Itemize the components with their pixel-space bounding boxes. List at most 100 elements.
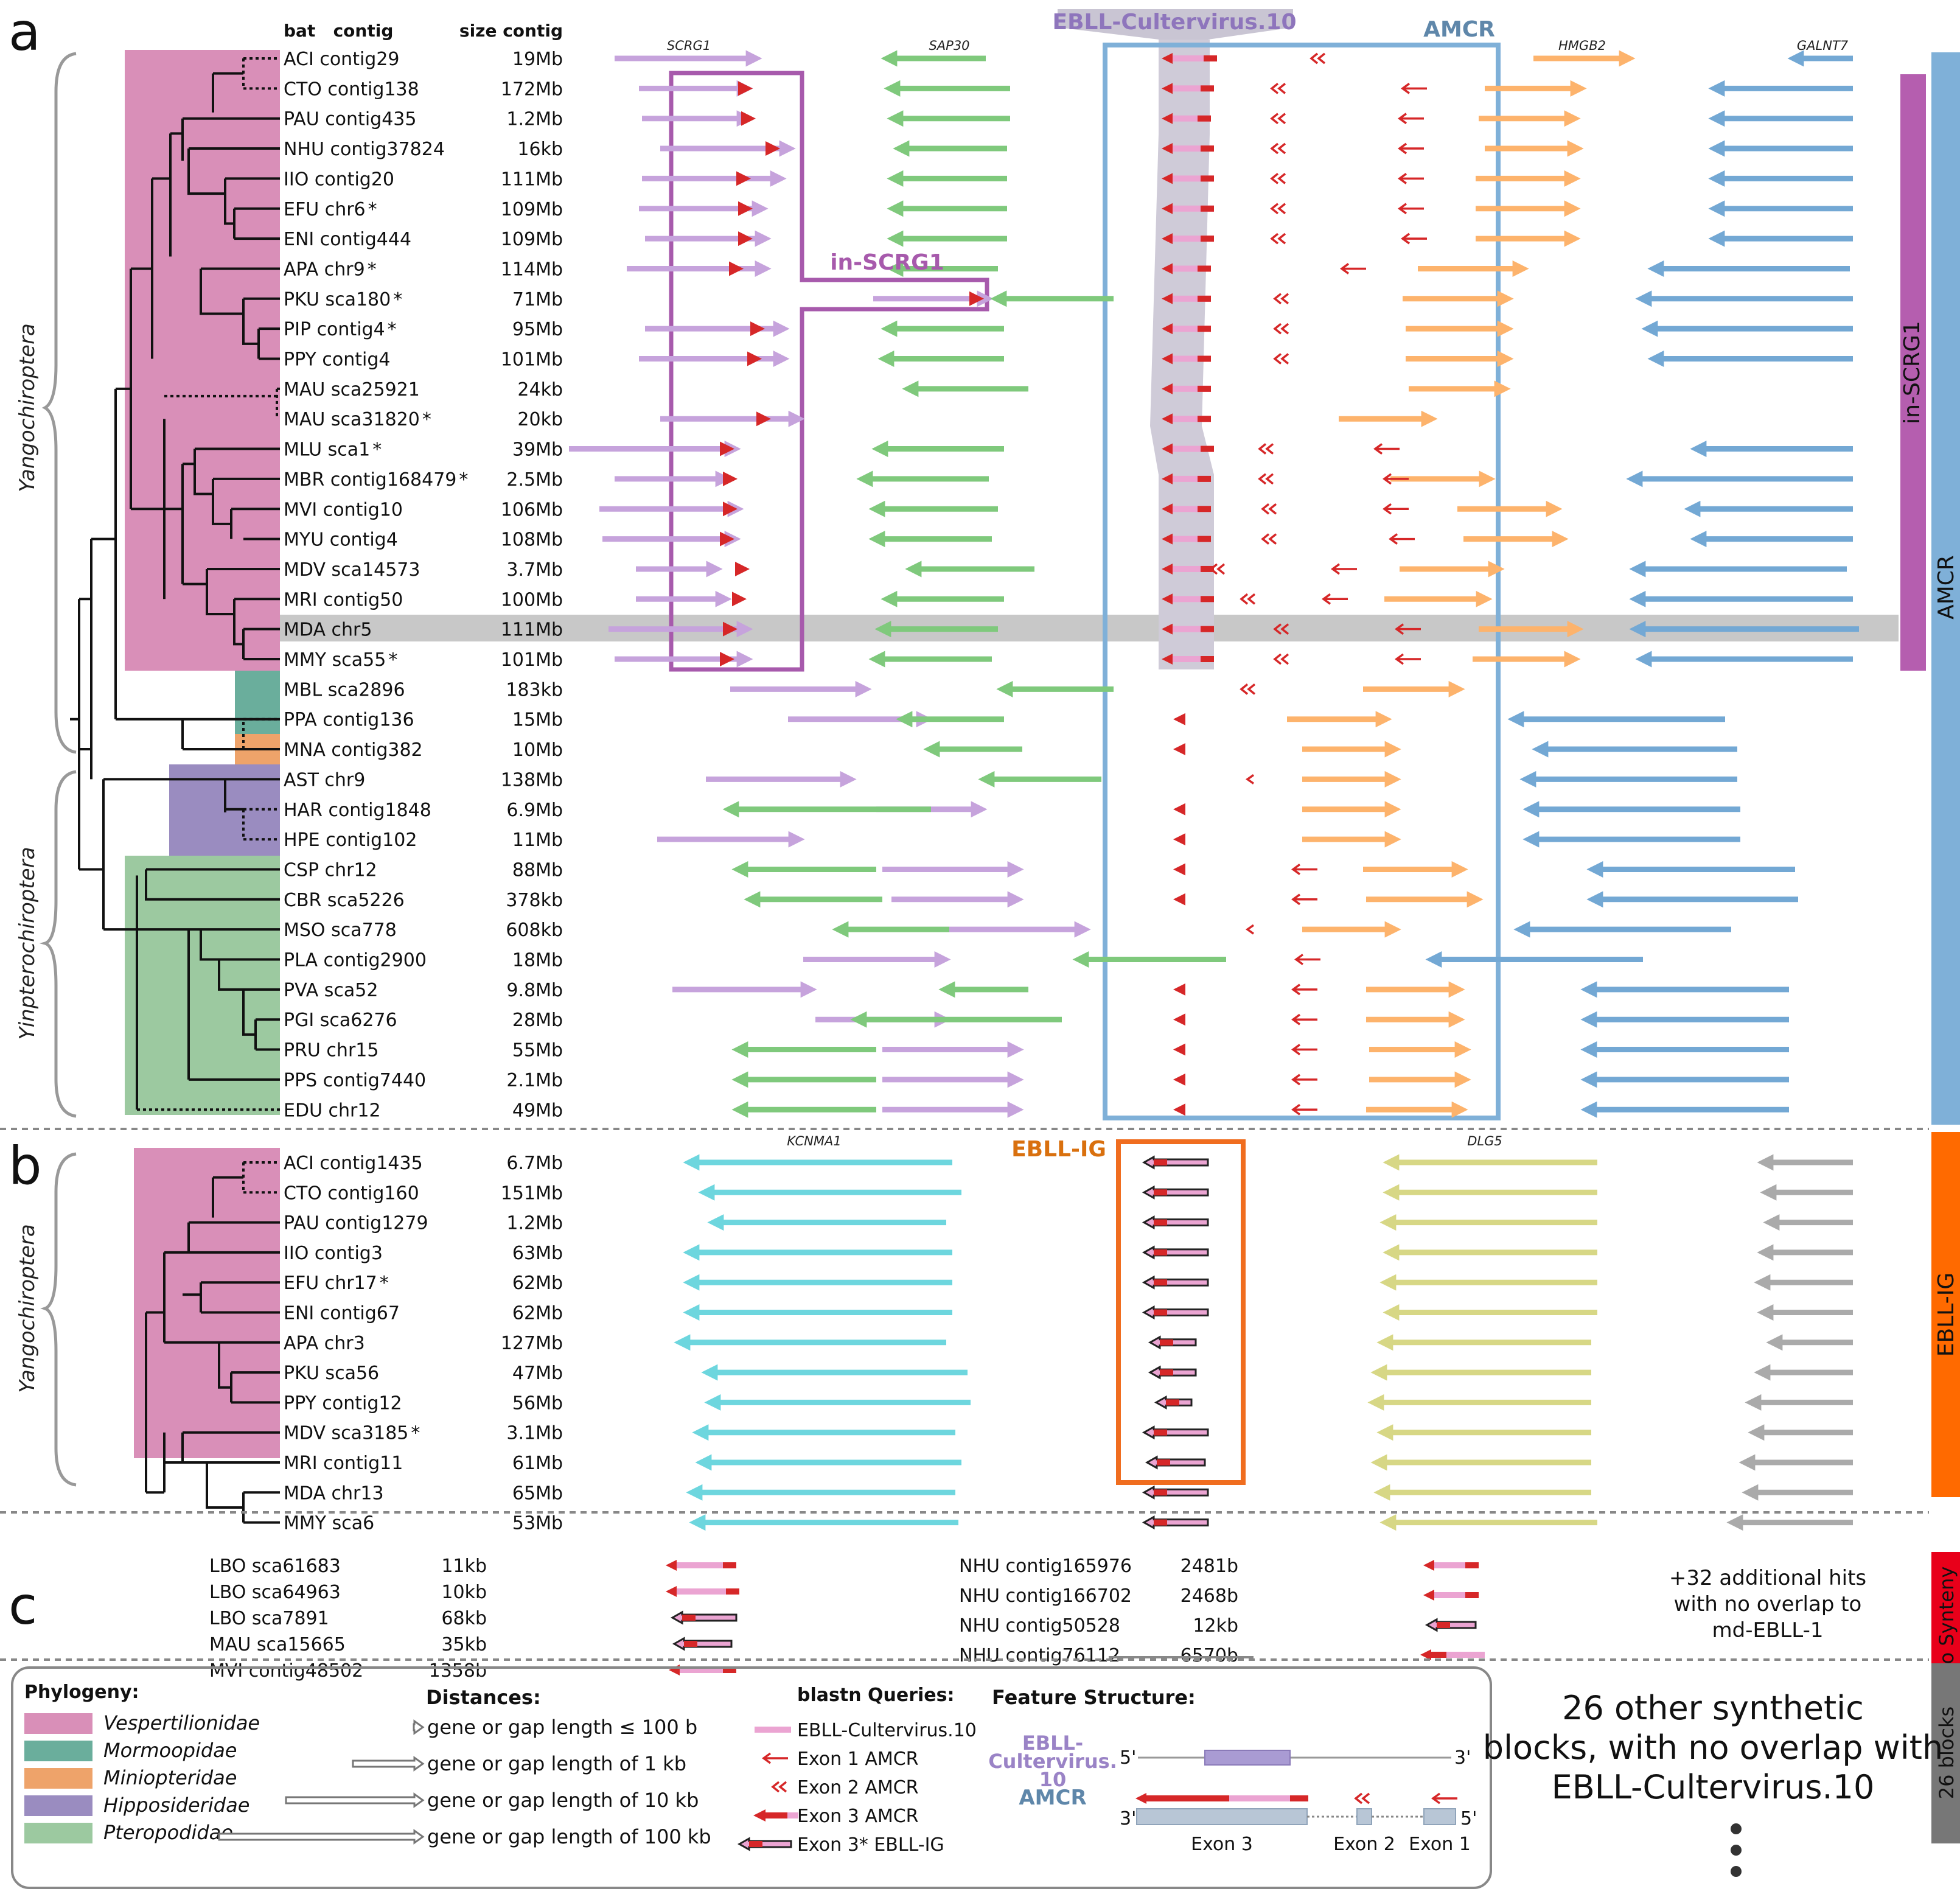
legend-family-swatch — [24, 1713, 92, 1734]
exon3-mark — [1173, 1013, 1185, 1026]
c-ebll-mark — [666, 1586, 677, 1597]
gene-label-kcnma1: KCNMA1 — [787, 1134, 841, 1148]
legend-distance-arrow — [218, 1829, 425, 1845]
clade-label-yango-a: Yangochiroptera — [15, 323, 40, 492]
in-scrg1-mark — [720, 652, 734, 666]
vesp-block-b — [134, 1148, 280, 1458]
exon2-mark — [1240, 593, 1249, 605]
legend-family-label: Pteropodidae — [103, 1821, 233, 1844]
panel-label-b: b — [9, 1136, 42, 1197]
ebll-ig-arrow — [1142, 1425, 1209, 1440]
exon2-mark — [1240, 683, 1249, 695]
ellipsis-dot-3 — [1731, 1866, 1742, 1877]
tree-branch — [242, 989, 256, 1036]
exon2-mark — [1216, 563, 1226, 575]
row-a-star: * — [372, 439, 382, 461]
ebll-exon3-mark — [1198, 355, 1211, 362]
c-ebll-mark — [1465, 1562, 1479, 1568]
ebll-ig-arrow — [1154, 1519, 1167, 1526]
exon2-mark — [1270, 142, 1279, 155]
gene-label-scrg1: SCRG1 — [667, 38, 711, 53]
ebll-exon3-mark — [1171, 536, 1211, 542]
exon2-mark — [1261, 503, 1270, 515]
row-a-name: PGI sca6276 — [284, 1010, 397, 1031]
ebll-exon3-mark — [1171, 265, 1211, 272]
legend-distance-arrow — [413, 1719, 425, 1735]
row-a-name: IIO contig20 — [284, 169, 394, 190]
legend-exon-label: Exon 3 — [1191, 1834, 1253, 1855]
row-b-size: 56Mb — [512, 1392, 563, 1414]
row-a-size: 28Mb — [512, 1010, 563, 1031]
row-a-size: 39Mb — [512, 439, 563, 461]
row-a-name: MYU contig4 — [284, 529, 398, 551]
row-b-name: MRI contig11 — [284, 1453, 403, 1474]
ebll-exon3-mark — [1201, 175, 1214, 182]
row-a-name: EDU chr12 — [284, 1100, 381, 1121]
ebll-exon3-mark — [1162, 293, 1173, 304]
exon2-mark — [1310, 52, 1319, 65]
row-b-size: 47Mb — [512, 1363, 563, 1384]
panel-label-c: c — [9, 1576, 37, 1637]
row-a-name: PVA sca52 — [284, 980, 378, 1001]
side-bar-26-blocks-label: 26 blocks — [1935, 1707, 1958, 1799]
row-a-size: 9.8Mb — [506, 980, 563, 1001]
ebll-exon3-mark — [1201, 656, 1214, 662]
row-a-size: 2.1Mb — [506, 1070, 563, 1091]
row-a-name: EFU chr6 * — [284, 199, 377, 220]
side-bar-in-scrg1-label: in-SCRG1 — [1900, 321, 1925, 424]
exon2-mark — [1273, 323, 1282, 335]
ebll-exon3-mark — [1201, 445, 1214, 452]
exon1-mark — [1398, 203, 1407, 215]
in-scrg1-mark — [720, 531, 734, 547]
legend-three-prime-top: 3' — [1454, 1747, 1471, 1769]
ebll-exon3-mark — [1204, 55, 1217, 61]
ebll-exon3-mark — [1171, 295, 1211, 302]
row-c-size: 35kb — [441, 1634, 487, 1655]
legend-distance-arrow — [285, 1792, 425, 1808]
exon3-mark — [1173, 833, 1185, 846]
exon2-mark — [1270, 173, 1279, 184]
exon2-mark — [1268, 503, 1277, 515]
row-c-name: NHU contig165976 — [959, 1556, 1132, 1577]
c-ebll-mark — [1428, 1652, 1446, 1658]
row-a-name: PPS contig7440 — [284, 1070, 426, 1091]
row-c-size: 10kb — [441, 1582, 487, 1603]
side-bar-in-scrg1 — [1900, 74, 1926, 671]
legend-query-label: Exon 1 AMCR — [797, 1749, 919, 1770]
exon1-mark — [1401, 82, 1411, 94]
ebll-exon3-mark — [1171, 385, 1211, 392]
in-scrg1-mark — [756, 411, 771, 427]
exon-caret-mark — [1245, 774, 1255, 784]
row-a-size: 24kb — [517, 379, 563, 400]
exon1-mark — [1340, 263, 1350, 274]
row-b-size: 61Mb — [512, 1453, 563, 1474]
c-ebll-mark — [1465, 1592, 1479, 1598]
row-a-size: 49Mb — [512, 1100, 563, 1121]
row-b-name: IIO contig3 — [284, 1243, 383, 1264]
legend-feature-ebll-label: EBLL- — [1022, 1731, 1083, 1755]
row-b-name: APA chr3 — [284, 1333, 365, 1354]
row-c-name: LBO sca61683 — [209, 1556, 341, 1577]
exon1-mark — [1291, 1103, 1301, 1116]
in-scrg1-mark — [720, 441, 734, 456]
legend-query-swatch — [749, 1841, 762, 1847]
legend-family-swatch — [24, 1768, 92, 1789]
ebll-exon3-mark — [1171, 506, 1211, 512]
other-blocks-line-1: 26 other synthetic — [1562, 1689, 1864, 1727]
ellipsis-dot-1 — [1731, 1823, 1742, 1834]
legend-exon-label: Exon 1 — [1409, 1834, 1471, 1855]
legend-feature-exon3-block — [1136, 1808, 1308, 1825]
row-a-size: 109Mb — [501, 199, 563, 220]
row-a-name: PLA contig2900 — [284, 950, 427, 971]
exon3-mark — [1173, 803, 1185, 816]
ebll-exon3-mark — [1198, 416, 1211, 422]
box-label-ebll-cultervirus: EBLL-Cultervirus.10 — [1052, 10, 1296, 35]
legend-query-swatch — [785, 1812, 798, 1818]
tree-branch — [206, 1462, 243, 1509]
exon2-mark — [1273, 623, 1282, 635]
tree-branch — [218, 1342, 231, 1389]
ebll-exon3-mark — [1171, 115, 1211, 122]
row-a-size: 18Mb — [512, 950, 563, 971]
legend-family-label: Miniopteridae — [103, 1766, 237, 1789]
row-b-star: * — [411, 1423, 420, 1444]
